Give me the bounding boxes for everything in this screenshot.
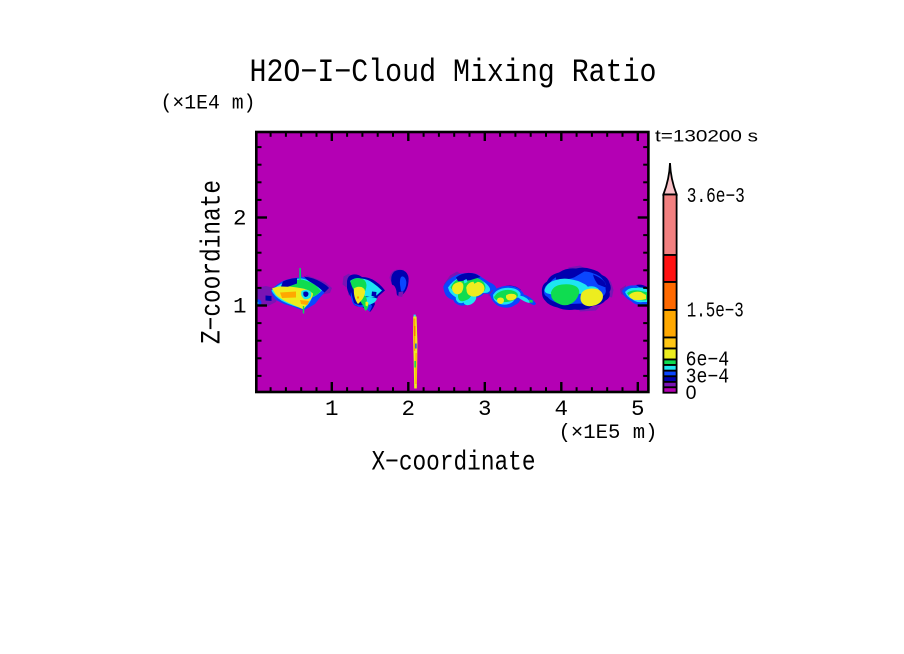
svg-text:3e−4: 3e−4 — [686, 366, 730, 389]
svg-text:X−coordinate: X−coordinate — [372, 448, 536, 479]
svg-text:3.6e−3: 3.6e−3 — [687, 186, 745, 209]
svg-text:(×1E4 m): (×1E4 m) — [161, 93, 256, 116]
svg-text:Z−coordinate: Z−coordinate — [198, 180, 229, 344]
svg-text:1: 1 — [233, 294, 247, 320]
svg-text:1: 1 — [325, 396, 339, 422]
svg-text:5: 5 — [631, 396, 645, 422]
svg-text:3: 3 — [478, 396, 492, 422]
svg-text:1.5e−3: 1.5e−3 — [687, 301, 744, 324]
svg-text:0: 0 — [686, 382, 697, 404]
svg-text:(×1E5 m): (×1E5 m) — [559, 422, 658, 445]
svg-text:t=130200 s: t=130200 s — [655, 128, 758, 146]
svg-text:4: 4 — [555, 396, 569, 422]
svg-text:6e−4: 6e−4 — [686, 350, 730, 373]
svg-text:2: 2 — [402, 396, 416, 422]
svg-text:H2O−I−Cloud Mixing Ratio: H2O−I−Cloud Mixing Ratio — [250, 54, 657, 91]
svg-text:2: 2 — [233, 206, 247, 232]
